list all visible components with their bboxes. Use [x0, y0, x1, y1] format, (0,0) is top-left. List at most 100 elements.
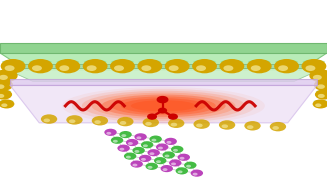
Ellipse shape	[244, 121, 261, 131]
Ellipse shape	[0, 99, 14, 108]
Ellipse shape	[163, 168, 167, 171]
Polygon shape	[3, 64, 324, 68]
Ellipse shape	[154, 157, 166, 164]
Ellipse shape	[247, 59, 272, 73]
Ellipse shape	[171, 163, 176, 165]
Ellipse shape	[193, 60, 216, 64]
Ellipse shape	[134, 133, 147, 140]
Ellipse shape	[196, 124, 203, 127]
Ellipse shape	[318, 94, 325, 98]
Ellipse shape	[186, 165, 191, 168]
Ellipse shape	[163, 151, 175, 159]
Ellipse shape	[193, 173, 198, 176]
Ellipse shape	[111, 60, 134, 64]
Polygon shape	[10, 79, 317, 85]
Ellipse shape	[101, 94, 226, 117]
Ellipse shape	[196, 65, 206, 71]
Ellipse shape	[106, 132, 111, 135]
Ellipse shape	[191, 170, 203, 177]
Ellipse shape	[104, 129, 117, 136]
Ellipse shape	[165, 59, 190, 73]
Ellipse shape	[124, 153, 136, 160]
Ellipse shape	[141, 158, 146, 161]
Ellipse shape	[55, 59, 80, 73]
Ellipse shape	[0, 70, 17, 73]
Ellipse shape	[137, 59, 162, 73]
Ellipse shape	[147, 149, 160, 156]
Ellipse shape	[247, 125, 253, 129]
Ellipse shape	[87, 65, 96, 71]
Ellipse shape	[164, 138, 177, 145]
Ellipse shape	[117, 117, 133, 126]
Ellipse shape	[316, 90, 327, 93]
Ellipse shape	[178, 154, 190, 161]
Ellipse shape	[184, 162, 197, 169]
Ellipse shape	[310, 70, 327, 73]
Circle shape	[148, 114, 156, 119]
Ellipse shape	[5, 65, 15, 71]
Ellipse shape	[156, 143, 168, 151]
Ellipse shape	[117, 145, 130, 152]
Ellipse shape	[92, 93, 235, 119]
Ellipse shape	[0, 80, 12, 83]
Ellipse shape	[139, 155, 151, 162]
Ellipse shape	[223, 65, 233, 71]
Ellipse shape	[221, 124, 228, 128]
Ellipse shape	[95, 120, 101, 124]
Circle shape	[169, 114, 177, 119]
Ellipse shape	[32, 65, 42, 71]
Ellipse shape	[251, 65, 261, 71]
Ellipse shape	[130, 160, 143, 168]
Ellipse shape	[132, 164, 137, 167]
Ellipse shape	[248, 60, 270, 64]
Ellipse shape	[169, 159, 181, 167]
Ellipse shape	[62, 87, 265, 125]
Ellipse shape	[301, 59, 326, 73]
Ellipse shape	[164, 155, 169, 157]
Ellipse shape	[147, 166, 152, 169]
Ellipse shape	[121, 134, 126, 137]
Ellipse shape	[29, 60, 52, 64]
Ellipse shape	[0, 79, 13, 91]
Ellipse shape	[313, 100, 327, 102]
Ellipse shape	[0, 100, 14, 102]
Ellipse shape	[145, 122, 152, 126]
Ellipse shape	[314, 79, 327, 91]
Ellipse shape	[141, 141, 153, 148]
Ellipse shape	[66, 115, 83, 125]
Ellipse shape	[176, 167, 188, 174]
Ellipse shape	[272, 126, 279, 130]
Ellipse shape	[120, 121, 126, 125]
Ellipse shape	[146, 163, 158, 170]
Polygon shape	[10, 85, 317, 123]
Ellipse shape	[28, 59, 53, 73]
Ellipse shape	[221, 60, 243, 64]
Ellipse shape	[119, 131, 132, 138]
Ellipse shape	[139, 60, 161, 64]
Ellipse shape	[149, 136, 162, 143]
Ellipse shape	[143, 118, 159, 127]
Polygon shape	[0, 53, 327, 70]
Ellipse shape	[270, 122, 286, 131]
Ellipse shape	[82, 91, 245, 121]
Ellipse shape	[309, 69, 327, 82]
Ellipse shape	[131, 100, 196, 112]
Ellipse shape	[169, 65, 179, 71]
Ellipse shape	[171, 123, 177, 126]
Ellipse shape	[143, 144, 148, 147]
Ellipse shape	[0, 89, 12, 100]
Polygon shape	[3, 68, 324, 81]
Ellipse shape	[219, 59, 244, 73]
Ellipse shape	[114, 65, 124, 71]
Ellipse shape	[72, 89, 255, 123]
Ellipse shape	[41, 114, 57, 124]
Ellipse shape	[1, 59, 26, 73]
Ellipse shape	[134, 150, 139, 153]
Ellipse shape	[313, 75, 322, 80]
Ellipse shape	[0, 94, 4, 98]
Ellipse shape	[180, 157, 184, 160]
Ellipse shape	[149, 152, 154, 155]
Ellipse shape	[156, 160, 161, 163]
Ellipse shape	[69, 119, 76, 123]
Ellipse shape	[141, 65, 151, 71]
